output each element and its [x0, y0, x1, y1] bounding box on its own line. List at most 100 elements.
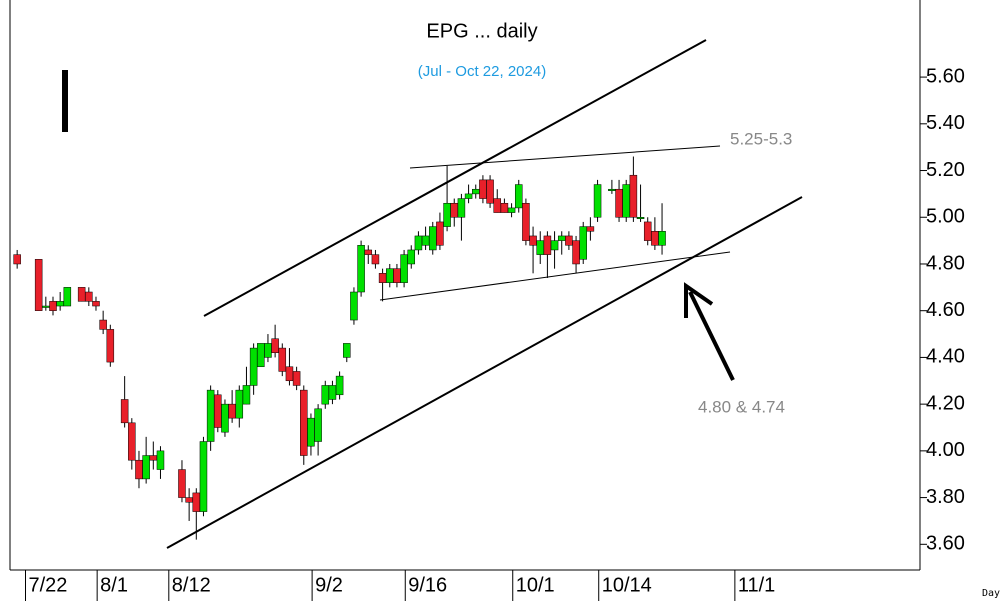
- candle-body: [643, 221, 652, 241]
- candle-body: [622, 184, 630, 218]
- candle-body: [608, 188, 616, 191]
- candle-body: [386, 268, 394, 283]
- candle-body: [206, 389, 215, 442]
- candle-body: [242, 385, 251, 405]
- candle-body: [321, 385, 330, 405]
- candle-body: [471, 188, 480, 195]
- candle-body: [586, 226, 595, 232]
- candle-body: [414, 235, 423, 251]
- candle-body: [543, 235, 552, 255]
- candle-body: [77, 287, 86, 302]
- x-tick-label: 11/1: [738, 574, 775, 596]
- candle-body: [651, 231, 659, 246]
- candle-body: [300, 389, 308, 456]
- candle-body: [13, 254, 21, 265]
- candle-body: [493, 198, 501, 213]
- candle-body: [636, 217, 645, 220]
- candle-body: [99, 319, 107, 330]
- x-tick-label: 7/22: [28, 574, 67, 596]
- candle-body: [335, 375, 344, 396]
- candle-body: [378, 273, 387, 283]
- candle-body: [550, 240, 559, 251]
- candle-body: [464, 193, 473, 199]
- candle-body: [120, 399, 129, 424]
- x-tick-label: 8/1: [100, 574, 128, 596]
- support-line: [379, 251, 731, 301]
- candle-body: [357, 245, 365, 293]
- x-tick-label: 10/14: [602, 574, 652, 596]
- y-tick-label: 5.40: [926, 112, 965, 134]
- candle-body: [307, 417, 315, 447]
- candle-body: [128, 422, 136, 461]
- candle-body: [85, 291, 93, 302]
- candle-body: [350, 291, 358, 321]
- candle-body: [407, 249, 416, 265]
- candle-body: [371, 254, 380, 265]
- candle-body: [579, 226, 587, 260]
- candle-body: [63, 287, 72, 307]
- y-tick-label: 4.00: [926, 439, 965, 461]
- y-tick-label: 3.80: [926, 486, 965, 508]
- candle-body: [271, 338, 279, 353]
- candle-body: [629, 174, 638, 218]
- candle-body: [364, 249, 373, 255]
- candle-body: [400, 254, 408, 283]
- candle-body: [49, 301, 57, 311]
- y-tick-label: 4.40: [926, 346, 965, 368]
- candle-body: [529, 235, 537, 246]
- candle-body: [264, 343, 272, 358]
- candle-body: [514, 184, 523, 209]
- candle-body: [249, 347, 258, 386]
- candle-body: [292, 371, 301, 386]
- y-tick-label: 4.20: [926, 392, 965, 414]
- annotation: 5.25-5.3: [730, 129, 792, 148]
- candle-body: [421, 235, 430, 246]
- candle-body: [429, 226, 437, 251]
- candle-body: [443, 202, 451, 227]
- candle-body: [42, 305, 50, 308]
- candle-body: [92, 301, 100, 307]
- candle-body: [507, 207, 516, 213]
- candle-body: [106, 329, 115, 363]
- x-tick-label: 8/12: [172, 574, 211, 596]
- y-tick-label: 4.80: [926, 252, 965, 274]
- candle-body: [314, 408, 322, 442]
- candle-body: [142, 455, 150, 480]
- candle-body: [214, 394, 222, 428]
- candle-body: [572, 240, 580, 265]
- candle-body: [486, 179, 494, 204]
- candle-body: [593, 184, 602, 218]
- chart-title: EPG ... daily: [426, 20, 537, 42]
- corner-label: Day: [982, 588, 1000, 599]
- candle-body: [199, 441, 208, 512]
- candle-body: [149, 455, 158, 461]
- candle-body: [156, 450, 165, 470]
- x-tick-label: 10/1: [516, 574, 555, 596]
- candle-body: [192, 492, 201, 512]
- candle-body: [500, 202, 509, 213]
- upper-channel: [203, 39, 707, 317]
- annotation: 4.80 & 4.74: [698, 397, 785, 416]
- candle-body: [56, 301, 64, 307]
- candle-body: [135, 459, 143, 480]
- candle-body: [221, 403, 229, 433]
- resistance-line: [409, 145, 721, 169]
- arrow-head: [684, 282, 714, 318]
- candle-body: [450, 202, 459, 218]
- candle-body: [658, 231, 666, 246]
- candle-body: [615, 188, 623, 218]
- candle-body: [343, 343, 351, 358]
- candle-body: [257, 343, 265, 368]
- candle-body: [536, 240, 544, 255]
- lower-channel: [166, 196, 803, 549]
- candle-body: [393, 268, 401, 283]
- candle-body: [235, 389, 244, 419]
- y-tick-label: 3.60: [926, 533, 965, 555]
- marker-bar: [62, 70, 68, 132]
- candle-body: [34, 259, 43, 311]
- x-tick-label: 9/2: [315, 574, 343, 596]
- candle-body: [457, 198, 466, 218]
- candle-body: [185, 497, 193, 503]
